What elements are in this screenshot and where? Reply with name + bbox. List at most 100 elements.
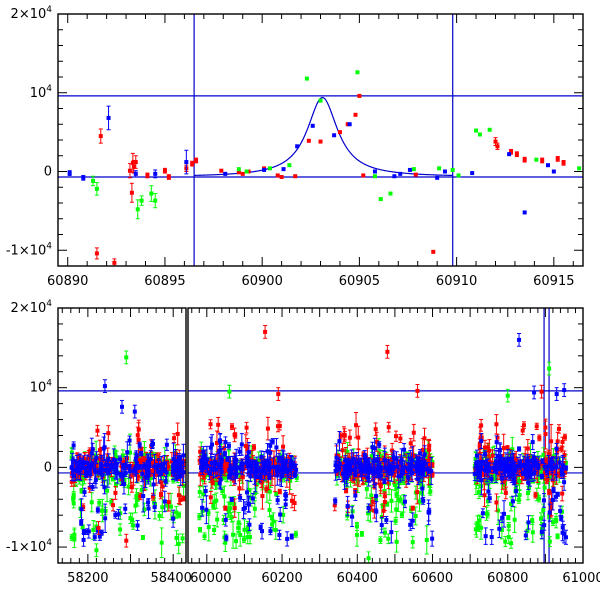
green-point <box>274 492 279 497</box>
green-point <box>149 191 154 196</box>
red-point <box>281 444 286 449</box>
blue-point <box>117 457 122 462</box>
blue-point <box>246 464 251 469</box>
green-point <box>382 489 387 494</box>
blue-point <box>114 467 119 472</box>
red-point <box>243 444 248 449</box>
blue-point <box>219 470 224 475</box>
blue-point <box>285 536 290 541</box>
blue-point <box>148 457 153 462</box>
blue-point <box>113 470 118 475</box>
red-point <box>293 174 298 179</box>
blue-point <box>88 472 93 477</box>
red-point <box>243 464 248 469</box>
red-point <box>216 422 221 427</box>
y-tick-label: 104 <box>30 84 53 101</box>
red-point <box>264 487 269 492</box>
blue-point <box>332 133 337 138</box>
red-point <box>413 172 418 177</box>
blue-point <box>67 171 72 176</box>
red-point <box>271 458 276 463</box>
red-point <box>244 425 249 430</box>
segment-1-data <box>58 350 186 559</box>
blue-point <box>226 443 231 448</box>
blue-point <box>178 464 183 469</box>
green-point <box>385 502 390 507</box>
blue-point <box>77 459 82 464</box>
red-point <box>169 459 174 464</box>
red-point <box>198 472 203 477</box>
green-point <box>97 500 102 505</box>
x-tick-label: 60895 <box>144 274 185 289</box>
green-point <box>221 517 226 522</box>
blue-point <box>201 449 206 454</box>
green-point <box>238 533 243 538</box>
red-point <box>201 473 206 478</box>
red-point <box>86 455 91 460</box>
red-point <box>181 496 186 501</box>
red-point <box>260 494 265 499</box>
blue-point <box>171 516 176 521</box>
blue-point <box>257 468 262 473</box>
blue-point <box>179 460 184 465</box>
green-point <box>418 481 423 486</box>
green-point <box>366 511 371 516</box>
red-point <box>353 112 358 117</box>
green-point <box>94 548 99 553</box>
red-point <box>162 168 167 173</box>
red-point <box>347 435 352 440</box>
red-point <box>427 466 432 471</box>
blue-point <box>277 468 282 473</box>
green-point <box>487 127 492 132</box>
green-point <box>69 535 74 540</box>
red-point <box>210 480 215 485</box>
blue-point <box>97 534 102 539</box>
blue-point <box>104 468 109 473</box>
blue-point <box>392 174 397 179</box>
green-point <box>215 517 220 522</box>
green-point <box>140 535 145 540</box>
blue-point <box>238 465 243 470</box>
red-point <box>141 458 146 463</box>
red-point <box>208 495 213 500</box>
blue-point <box>204 457 209 462</box>
blue-point <box>268 529 273 534</box>
red-point <box>245 447 250 452</box>
blue-point <box>178 474 183 479</box>
red-point <box>338 433 343 438</box>
blue-point <box>135 523 140 528</box>
green-point <box>142 453 147 458</box>
green-point <box>236 525 241 530</box>
blue-point <box>71 468 76 473</box>
blue-point <box>79 464 84 469</box>
green-point <box>198 527 203 532</box>
red-point <box>240 171 245 176</box>
red-point <box>318 139 323 144</box>
blue-point <box>227 474 232 479</box>
blue-point <box>119 472 124 477</box>
green-point <box>71 493 76 498</box>
red-point <box>131 472 136 477</box>
green-point <box>174 536 179 541</box>
red-point <box>225 465 230 470</box>
green-point <box>177 512 182 517</box>
green-point <box>417 499 422 504</box>
red-point <box>232 506 237 511</box>
green-point <box>359 531 364 536</box>
green-point <box>355 479 360 484</box>
red-point <box>270 469 275 474</box>
zoom-panel: 60890 60895 60900 60905 60910 60915-1×1040104… <box>6 5 584 289</box>
red-point <box>408 441 413 446</box>
blue-point <box>140 471 145 476</box>
blue-point <box>81 537 86 542</box>
blue-point <box>252 470 257 475</box>
red-point <box>124 538 129 543</box>
green-point <box>214 498 219 503</box>
red-point <box>214 440 219 445</box>
blue-point <box>435 175 440 180</box>
red-point <box>136 474 141 479</box>
green-point <box>437 166 442 171</box>
blue-point <box>134 466 139 471</box>
red-point <box>223 506 228 511</box>
green-point <box>355 70 360 75</box>
